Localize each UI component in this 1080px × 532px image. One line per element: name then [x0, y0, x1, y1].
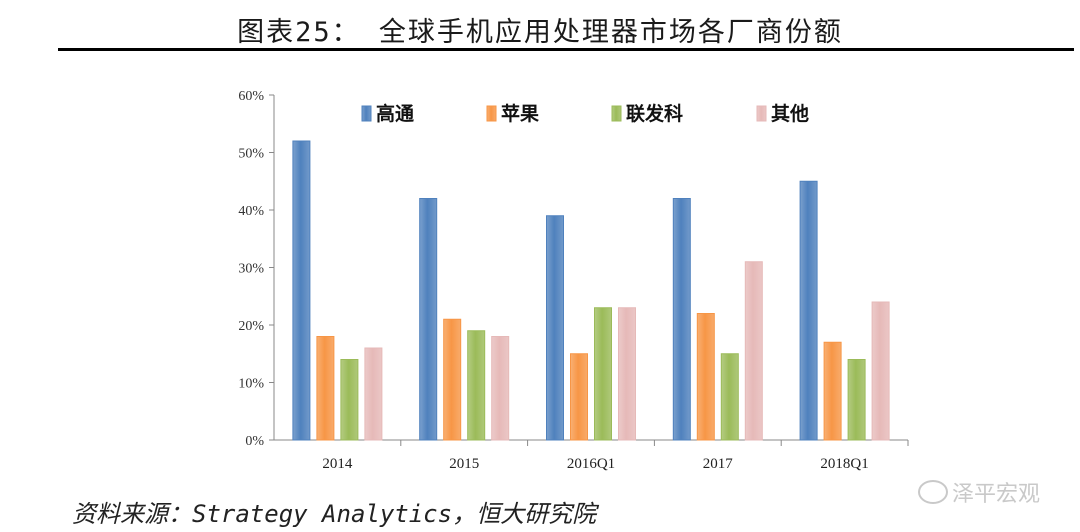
x-tick-label: 2015 — [449, 456, 479, 472]
x-tick-label: 2014 — [322, 456, 353, 472]
bar-苹果-2018Q1 — [823, 341, 842, 441]
bar-其他-2016Q1 — [618, 307, 636, 441]
bar-其他-2014 — [364, 347, 383, 441]
y-tick-label: 30% — [238, 262, 264, 277]
x-tick-label: 2018Q1 — [820, 456, 868, 472]
bar-其他-2017 — [744, 261, 763, 441]
bar-高通-2017 — [672, 198, 691, 441]
bar-联发科-2016Q1 — [594, 307, 612, 441]
legend-label: 联发科 — [626, 102, 683, 125]
title-rule — [58, 48, 1074, 51]
legend-label: 高通 — [376, 102, 415, 125]
figure-title: 图表25： 全球手机应用处理器市场各厂商份额 — [237, 17, 843, 48]
legend-label: 其他 — [771, 102, 809, 125]
wechat-icon — [918, 480, 948, 504]
bar-联发科-2015 — [467, 330, 486, 441]
bar-其他-2015 — [491, 336, 510, 441]
y-tick-label: 0% — [245, 434, 264, 449]
y-tick-label: 50% — [238, 147, 264, 162]
bar-联发科-2018Q1 — [847, 359, 866, 441]
legend-swatch — [486, 105, 497, 122]
bar-其他-2018Q1 — [871, 301, 890, 441]
bar-联发科-2017 — [720, 353, 739, 441]
y-tick-label: 20% — [238, 319, 264, 334]
bar-苹果-2017 — [696, 313, 715, 441]
bar-高通-2016Q1 — [546, 215, 564, 441]
legend-swatch — [361, 105, 372, 122]
legend-swatch — [756, 105, 767, 122]
y-tick-label: 40% — [238, 204, 264, 219]
bar-高通-2015 — [419, 198, 438, 441]
watermark: 泽平宏观 — [918, 476, 1040, 508]
y-tick-label: 10% — [238, 377, 264, 392]
bar-苹果-2014 — [316, 336, 335, 441]
legend-label: 苹果 — [501, 102, 539, 125]
bar-高通-2018Q1 — [799, 180, 818, 441]
bar-联发科-2014 — [340, 359, 359, 441]
x-tick-label: 2017 — [703, 456, 734, 472]
y-tick-label: 60% — [238, 89, 264, 104]
watermark-text: 泽平宏观 — [952, 482, 1041, 507]
bar-苹果-2016Q1 — [570, 353, 588, 441]
bar-高通-2014 — [292, 140, 311, 441]
legend-swatch — [611, 105, 622, 122]
x-tick-label: 2016Q1 — [567, 456, 615, 472]
source-note: 资料来源：Strategy Analytics，恒大研究院 — [72, 500, 597, 528]
bar-苹果-2015 — [443, 318, 462, 441]
